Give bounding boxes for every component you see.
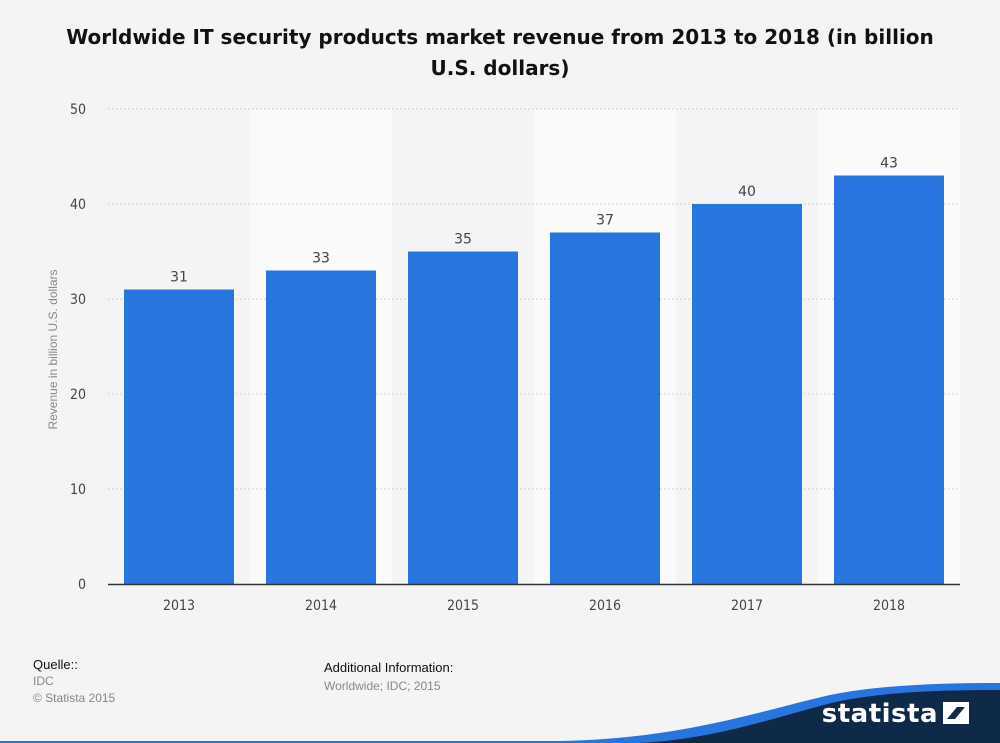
x-axis-ticks: 2013 2014 2015 2016 2017 2018 — [163, 598, 905, 614]
y-axis-title: Revenue in billion U.S. dollars — [46, 269, 60, 429]
y-tick-label: 20 — [70, 387, 86, 403]
y-tick-label: 50 — [70, 102, 86, 118]
y-tick-label: 30 — [70, 292, 86, 308]
info-heading: Additional Information: — [324, 660, 454, 675]
brand-swoosh — [0, 683, 1000, 743]
bar-2018[interactable] — [834, 175, 944, 585]
chart-title: Worldwide IT security products market re… — [66, 25, 934, 80]
copyright: © Statista 2015 — [33, 691, 116, 705]
bar-series — [124, 175, 944, 585]
brand-footer: statista — [0, 653, 1000, 743]
additional-info-block: Additional Information: Worldwide; IDC; … — [324, 659, 453, 695]
x-tick-label: 2015 — [447, 598, 479, 614]
data-label: 40 — [738, 184, 756, 200]
statista-logo-icon — [943, 702, 969, 724]
x-tick-label: 2016 — [589, 598, 621, 614]
bar-2013[interactable] — [124, 289, 234, 585]
y-tick-label: 40 — [70, 197, 86, 213]
info-text: Worldwide; IDC; 2015 — [324, 679, 441, 693]
bar-2017[interactable] — [692, 204, 802, 584]
bar-2014[interactable] — [266, 270, 376, 585]
x-tick-label: 2014 — [305, 598, 337, 614]
source-heading: Quelle:: — [33, 657, 78, 672]
y-axis-ticks: 0 10 20 30 40 50 — [70, 102, 86, 593]
data-label: 35 — [454, 232, 472, 248]
x-tick-label: 2018 — [873, 598, 905, 614]
data-label: 31 — [170, 270, 188, 286]
brand-name[interactable]: statista — [821, 699, 938, 729]
source-name: IDC — [33, 674, 54, 688]
bar-2016[interactable] — [550, 232, 660, 585]
data-label: 43 — [880, 156, 898, 172]
data-labels: 31 33 35 37 40 43 — [170, 156, 898, 286]
y-tick-label: 0 — [78, 577, 86, 593]
x-tick-label: 2017 — [731, 598, 763, 614]
y-tick-label: 10 — [70, 482, 86, 498]
data-label: 37 — [596, 213, 614, 229]
x-tick-label: 2013 — [163, 598, 195, 614]
source-block: Quelle:: IDC © Statista 2015 — [33, 656, 115, 707]
data-label: 33 — [312, 251, 330, 267]
bar-2015[interactable] — [408, 251, 518, 585]
